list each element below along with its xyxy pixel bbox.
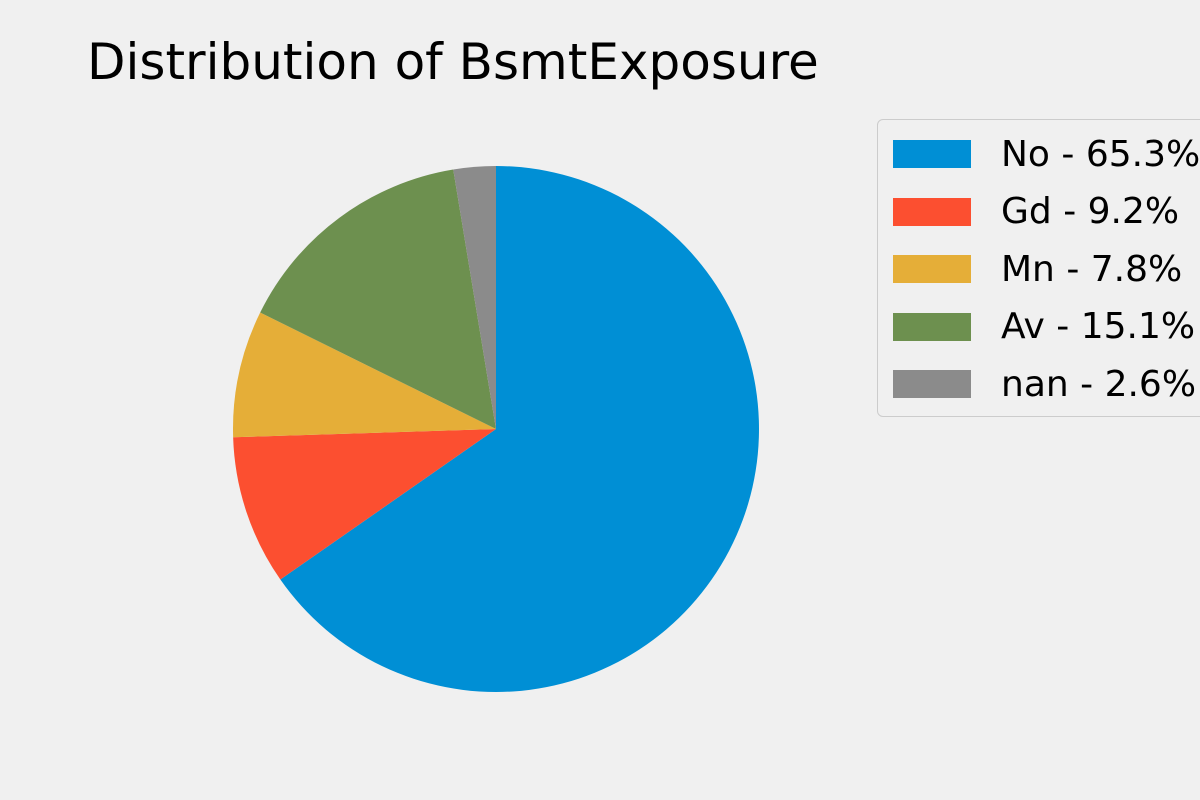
legend-swatch	[893, 370, 971, 398]
legend-swatch	[893, 140, 971, 168]
legend-swatch	[893, 255, 971, 283]
pie-slice-gd	[233, 429, 496, 580]
legend-label: Gd - 9.2%	[1001, 191, 1180, 232]
legend-item-mn: Mn - 7.8%	[893, 248, 1183, 290]
legend-label: Mn - 7.8%	[1001, 248, 1183, 290]
legend-swatch	[893, 197, 971, 226]
legend-swatch	[893, 312, 971, 341]
pie-slice-mn	[232, 312, 497, 438]
legend-item-no: No - 65.3%	[893, 133, 1200, 175]
legend-item-av: Av - 15.1%	[893, 306, 1196, 347]
chart-title: Distribution of BsmtExposure	[87, 33, 819, 91]
legend-item-nan: nan - 2.6%	[893, 363, 1197, 405]
pie-slice-nan	[453, 166, 496, 429]
pie-slice-no	[280, 166, 759, 693]
chart-legend: No - 65.3% Gd - 9.2% Mn - 7.8% Av - 15.1% na…	[877, 119, 1200, 417]
legend-label: Av - 15.1%	[1001, 306, 1196, 347]
legend-item-gd: Gd - 9.2%	[893, 191, 1180, 232]
pie-slice-av	[260, 169, 496, 429]
legend-label: No - 65.3%	[1001, 133, 1200, 175]
legend-label: nan - 2.6%	[1001, 363, 1197, 405]
